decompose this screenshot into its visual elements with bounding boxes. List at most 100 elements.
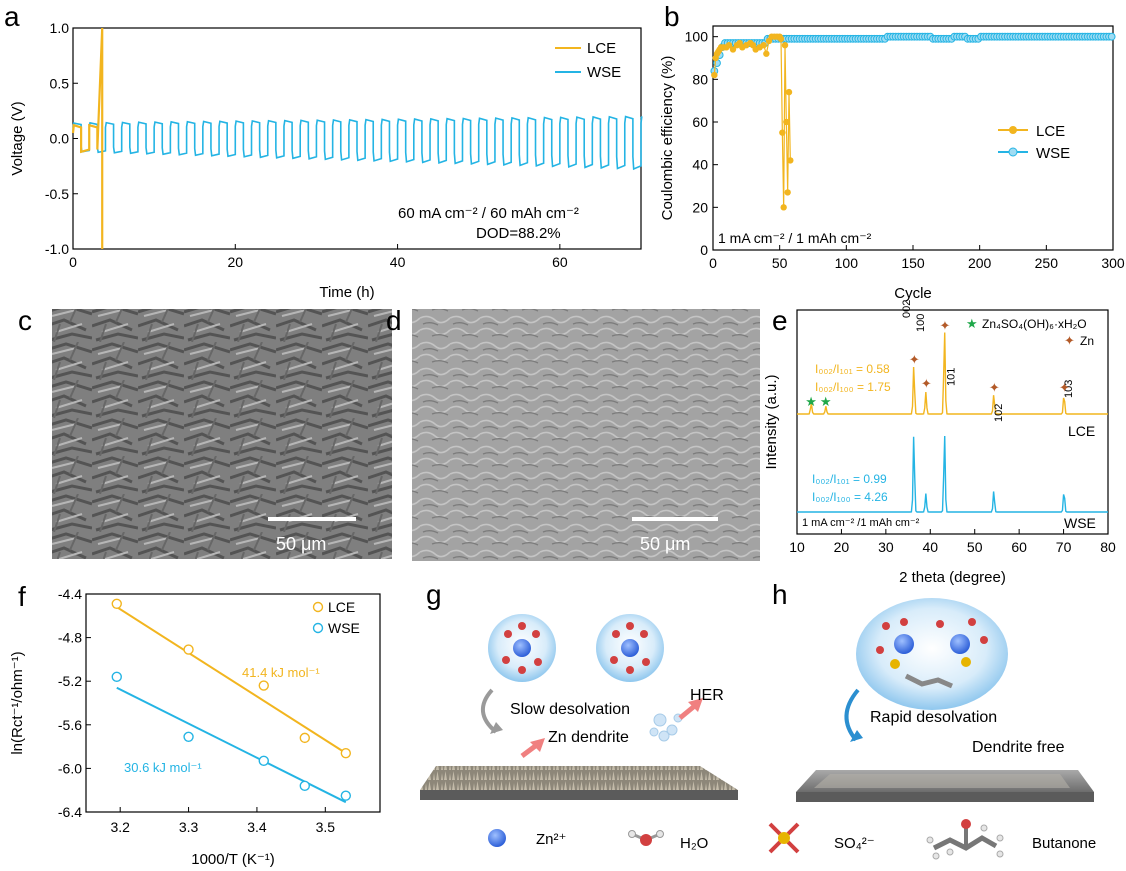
y-tick-label-b-2: 40 bbox=[692, 157, 708, 173]
y-tick-label-b-0: 0 bbox=[700, 242, 708, 258]
y-tick-label-b-3: 60 bbox=[692, 114, 708, 130]
point-lce-b bbox=[780, 204, 787, 211]
panel-e-letter: e bbox=[772, 305, 788, 336]
x-axis-label-e: 2 theta (degree) bbox=[899, 569, 1006, 586]
slow-desolvation-arrow bbox=[481, 688, 498, 734]
point-lce-b bbox=[725, 42, 733, 49]
lce-curve-label: LCE bbox=[1068, 423, 1095, 439]
zn-ion-icon bbox=[488, 829, 506, 847]
x-tick-label-e-6: 70 bbox=[1056, 539, 1072, 555]
legend-lce-f: LCE bbox=[328, 599, 355, 615]
point-lce-f bbox=[299, 732, 310, 744]
x-tick-label-b-4: 200 bbox=[968, 255, 992, 271]
legend-zn4-star: ★ bbox=[966, 316, 978, 331]
zn-marker-2: ✦ bbox=[940, 318, 951, 333]
x-axis-label-a: Time (h) bbox=[319, 284, 374, 301]
x-tick-label-a-1: 20 bbox=[227, 254, 243, 270]
x-tick-label-e-7: 80 bbox=[1100, 539, 1116, 555]
zn-marker-0: ✦ bbox=[909, 352, 920, 367]
panel-e-frame bbox=[796, 309, 1109, 535]
y-axis-label-f: ln(Rct⁻¹/ohm⁻¹) bbox=[9, 651, 26, 754]
panel-f-letter: f bbox=[18, 581, 26, 612]
x-axis-label-f: 1000/T (K⁻¹) bbox=[191, 851, 275, 868]
panel-c: c 50 μm bbox=[18, 305, 392, 559]
legend-wse-f: WSE bbox=[328, 620, 360, 636]
x-tick-label-e-4: 50 bbox=[967, 539, 983, 555]
x-tick-label-f-0: 3.2 bbox=[110, 819, 130, 835]
point-wse-f bbox=[299, 780, 310, 792]
wse-curve-label: WSE bbox=[1064, 515, 1096, 531]
panel-b: b 0 50 100 150 200 250 300 0 20 40 60 80 100 Cycle Cou… bbox=[659, 1, 1125, 302]
x-tick-label-a-3: 60 bbox=[552, 254, 568, 270]
y-tick-label-a-0: 1.0 bbox=[50, 20, 70, 36]
point-lce-b bbox=[779, 129, 786, 136]
y-tick-label-a-3: -0.5 bbox=[45, 186, 69, 202]
panel-h-letter: h bbox=[772, 579, 788, 610]
x-axis-label-b: Cycle bbox=[894, 285, 932, 302]
point-lce-f bbox=[111, 598, 122, 610]
panel-h: h Rapid desolvation Dendrite free bbox=[772, 579, 1094, 802]
rapid-desolvation-label: Rapid desolvation bbox=[870, 709, 997, 726]
legend-zn-label: Zn bbox=[1080, 334, 1094, 348]
series-lce-b-line bbox=[713, 36, 791, 208]
x-tick-label-e-0: 10 bbox=[789, 539, 805, 555]
peak-label-002: 002 bbox=[901, 300, 913, 318]
x-tick-label-f-1: 3.3 bbox=[179, 819, 199, 835]
point-wse-f bbox=[183, 731, 194, 742]
panel-a-annotation-line1: 60 mA cm⁻² / 60 mAh cm⁻² bbox=[398, 205, 579, 222]
panel-f-frame bbox=[85, 593, 381, 813]
wse-ratio-2: I₀₀₂/I₁₀₀ = 4.26 bbox=[812, 490, 888, 504]
y-tick-label-f-5: -6.4 bbox=[58, 804, 82, 820]
point-wse-f bbox=[340, 790, 352, 801]
panel-b-letter: b bbox=[664, 1, 680, 32]
x-tick-label-e-5: 60 bbox=[1011, 539, 1027, 555]
series-lce-b bbox=[711, 33, 794, 211]
x-tick-label-e-3: 40 bbox=[922, 539, 938, 555]
series-wse-b bbox=[710, 32, 1116, 75]
panel-a-annotation-line2: DOD=88.2% bbox=[476, 225, 561, 242]
panel-c-letter: c bbox=[18, 305, 32, 336]
point-lce-b bbox=[760, 42, 767, 49]
series-wse-f bbox=[111, 671, 352, 801]
point-lce-b bbox=[783, 118, 790, 126]
point-lce-b bbox=[777, 35, 785, 42]
fit-line-wse bbox=[116, 686, 347, 804]
panel-a-letter: a bbox=[4, 1, 20, 32]
legend-wse-marker-f bbox=[312, 622, 324, 634]
x-tick-label-b-0: 0 bbox=[709, 255, 717, 271]
series-wse-a bbox=[72, 115, 643, 171]
zn-anode-with-dendrites bbox=[420, 766, 738, 800]
x-tick-label-b-2: 100 bbox=[835, 255, 859, 271]
point-wse-b bbox=[1107, 32, 1116, 41]
x-tick-label-e-2: 30 bbox=[878, 539, 894, 555]
bottom-legend: Zn²⁺ H₂O SO₄²⁻ Butanone bbox=[488, 819, 1096, 860]
x-tick-label-a-0: 0 bbox=[69, 254, 77, 270]
lce-ratio-1: I₀₀₂/I₁₀₁ = 0.58 bbox=[815, 362, 890, 376]
panel-f: f 3.2 3.3 3.4 3.5 -4.4 -4.8 -5.2 -5.6 -6.0 -6.4 10… bbox=[9, 581, 381, 868]
lce-ratio-2: I₀₀₂/I₁₀₀ = 1.75 bbox=[815, 380, 891, 394]
panel-e-annotation: 1 mA cm⁻² /1 mAh cm⁻² bbox=[802, 517, 920, 529]
zn4-marker-0: ★ bbox=[805, 394, 817, 409]
y-tick-label-b-1: 20 bbox=[692, 199, 708, 215]
butanone-solvation-sheath bbox=[856, 598, 1008, 710]
point-lce-b bbox=[711, 71, 718, 79]
zn-marker-1: ✦ bbox=[921, 376, 932, 391]
point-lce-b bbox=[784, 189, 791, 196]
zn4-marker-1: ★ bbox=[820, 394, 832, 409]
point-wse-f bbox=[258, 755, 269, 766]
point-lce-f bbox=[258, 680, 269, 691]
series-lce-a bbox=[71, 27, 104, 249]
y-tick-label-f-1: -4.8 bbox=[58, 630, 82, 646]
y-tick-label-f-2: -5.2 bbox=[58, 673, 82, 689]
slow-desolvation-label: Slow desolvation bbox=[510, 701, 630, 718]
zn-ion-label: Zn²⁺ bbox=[536, 831, 566, 848]
y-tick-label-a-1: 0.5 bbox=[50, 75, 70, 91]
y-axis-label-b: Coulombic efficiency (%) bbox=[659, 56, 676, 221]
scale-bar-d-label: 50 μm bbox=[640, 534, 690, 554]
zn-marker-3: ✦ bbox=[989, 380, 1000, 395]
solvation-sheath-1 bbox=[488, 614, 556, 682]
y-tick-label-a-4: -1.0 bbox=[45, 241, 69, 257]
x-tick-label-f-2: 3.4 bbox=[247, 819, 267, 835]
peak-label-100: 100 bbox=[915, 314, 927, 332]
